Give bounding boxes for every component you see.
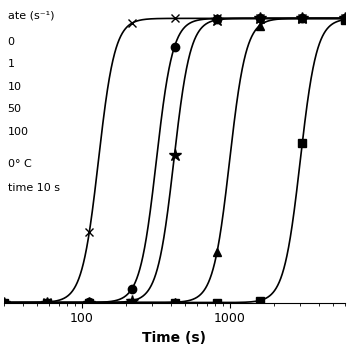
Text: 0° C: 0° C bbox=[8, 159, 31, 169]
Text: 0: 0 bbox=[8, 37, 15, 47]
Text: 100: 100 bbox=[8, 126, 29, 136]
Text: ate (s⁻¹): ate (s⁻¹) bbox=[8, 10, 54, 20]
Text: time 10 s: time 10 s bbox=[8, 183, 60, 193]
Text: 1: 1 bbox=[8, 59, 15, 69]
Text: 10: 10 bbox=[8, 82, 22, 92]
X-axis label: Time (s): Time (s) bbox=[142, 331, 207, 345]
Text: 50: 50 bbox=[8, 104, 22, 114]
